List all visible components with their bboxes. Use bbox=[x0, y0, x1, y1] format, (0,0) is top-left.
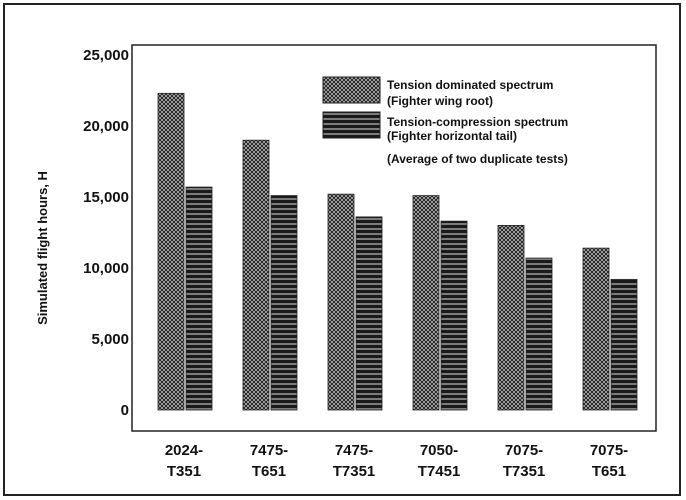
x-tick-label-line2: T651 bbox=[592, 463, 626, 480]
x-tick-label-line2: T651 bbox=[252, 463, 286, 480]
y-tick-label: 0 bbox=[121, 402, 129, 419]
y-tick-label: 15,000 bbox=[83, 189, 129, 206]
bar-tension-compression bbox=[525, 257, 553, 411]
bar-tension-compression bbox=[270, 195, 298, 411]
bar-tension-dominated bbox=[327, 193, 355, 411]
plot-area bbox=[131, 44, 657, 432]
bar-tension-dominated bbox=[242, 139, 270, 411]
x-tick-labels: 2024- T351 7475- T651 7475- T7351 7050- T7451 70… bbox=[165, 442, 628, 480]
legend-swatch-checker bbox=[322, 76, 381, 104]
x-tick-label-line1: 7075- bbox=[505, 442, 543, 459]
y-tick-label: 20,000 bbox=[83, 118, 129, 135]
bar-tension-dominated bbox=[497, 224, 525, 411]
legend-series-2-sub: (Fighter horizontal tail) bbox=[387, 129, 517, 143]
bar-tension-dominated bbox=[412, 195, 440, 411]
legend-swatch-stripes bbox=[322, 111, 381, 139]
bar-tension-compression bbox=[355, 216, 383, 411]
legend-series-1-sub: (Fighter wing root) bbox=[387, 94, 493, 108]
legend-series-2-name: Tension-compression spectrum bbox=[387, 115, 568, 129]
y-axis-label: Simulated flight hours, H bbox=[35, 171, 50, 325]
bar-tension-compression bbox=[440, 220, 468, 411]
bars-group bbox=[157, 92, 638, 411]
x-tick-label-line1: 7475- bbox=[250, 442, 288, 459]
y-tick-labels: 0 5,000 10,000 15,000 20,000 25,000 bbox=[83, 47, 129, 419]
x-tick-label-line1: 7075- bbox=[590, 442, 628, 459]
y-tick-label: 5,000 bbox=[91, 331, 129, 348]
y-tick-label: 25,000 bbox=[83, 47, 129, 64]
bar-tension-dominated bbox=[157, 92, 185, 411]
legend-series-1-name: Tension dominated spectrum bbox=[387, 78, 553, 92]
bar-tension-dominated bbox=[582, 247, 610, 411]
x-tick-label-line2: T351 bbox=[167, 463, 201, 480]
x-tick-label-line1: 7475- bbox=[335, 442, 373, 459]
x-tick-label-line2: T7451 bbox=[418, 463, 461, 480]
x-tick-label-line2: T7351 bbox=[333, 463, 376, 480]
chart-frame: Simulated flight hours, H 0 5,000 10,000 15… bbox=[3, 3, 681, 496]
bar-tension-compression bbox=[185, 186, 213, 411]
x-tick-label-line2: T7351 bbox=[503, 463, 546, 480]
legend: Tension dominated spectrum (Fighter wing… bbox=[322, 76, 568, 166]
bar-chart: Simulated flight hours, H 0 5,000 10,000 15… bbox=[35, 44, 657, 480]
legend-note: (Average of two duplicate tests) bbox=[387, 152, 568, 166]
x-tick-label-line1: 2024- bbox=[165, 442, 203, 459]
y-tick-label: 10,000 bbox=[83, 260, 129, 277]
x-tick-label-line1: 7050- bbox=[420, 442, 458, 459]
bar-tension-compression bbox=[610, 278, 638, 411]
